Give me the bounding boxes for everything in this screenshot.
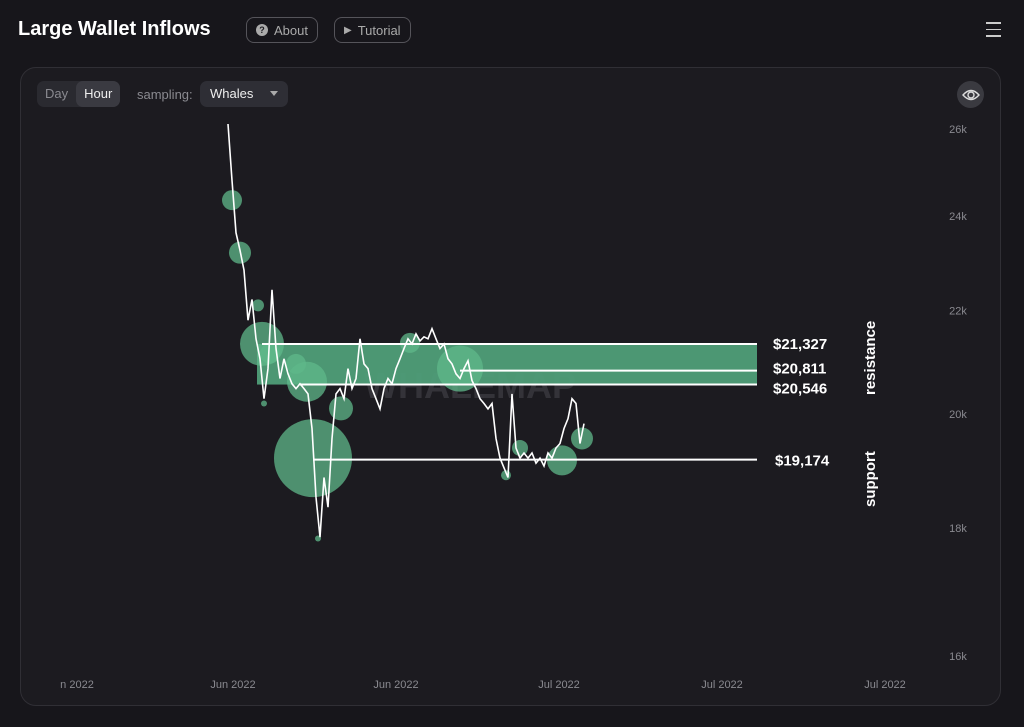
tutorial-button[interactable]: ▶ Tutorial — [334, 17, 411, 43]
inflow-bubble — [260, 343, 280, 364]
y-tick-label: 24k — [949, 211, 967, 223]
resistance-level-label: $21,327 — [773, 336, 827, 353]
y-tick-label: 26k — [949, 124, 967, 136]
chart-panel — [20, 67, 1001, 706]
inflow-bubble — [261, 400, 267, 407]
inflow-bubble — [252, 299, 264, 312]
y-tick-label: 18k — [949, 523, 967, 535]
resistance-level-label: $20,546 — [773, 381, 827, 398]
hamburger-menu-button[interactable] — [986, 22, 1001, 42]
about-button[interactable]: ? About — [246, 17, 318, 43]
inflow-bubble — [329, 396, 353, 421]
sampling-select[interactable]: Whales — [200, 81, 288, 107]
resolution-day[interactable]: Day — [45, 86, 69, 101]
x-tick-label: Jul 2022 — [864, 679, 906, 691]
resistance-label: resistance — [862, 321, 879, 395]
inflow-bubble — [512, 439, 528, 456]
inflow-bubble — [222, 190, 242, 211]
chevron-down-icon — [270, 91, 278, 96]
y-tick-label: 16k — [949, 651, 967, 663]
inflow-bubble — [287, 361, 327, 402]
x-tick-label: Jun 2022 — [210, 679, 255, 691]
eye-icon — [961, 89, 980, 100]
about-label: About — [274, 22, 308, 38]
x-tick-label: Jun 2022 — [373, 679, 418, 691]
resolution-toggle: Day Hour — [37, 81, 121, 107]
support-label: support — [862, 451, 879, 507]
sampling-value: Whales — [210, 86, 254, 101]
support-level-label: $19,174 — [775, 453, 830, 470]
resistance-level-label: $20,811 — [773, 361, 826, 378]
x-tick-label: Jul 2022 — [538, 679, 580, 691]
resolution-hour[interactable]: Hour — [76, 81, 121, 107]
inflow-bubble — [571, 427, 593, 450]
play-icon: ▶ — [344, 24, 352, 36]
x-tick-label: Jul 2022 — [701, 679, 743, 691]
x-tick-label: n 2022 — [60, 679, 94, 691]
visibility-toggle-button[interactable] — [957, 81, 984, 108]
question-circle-icon: ? — [256, 24, 268, 36]
page-title: Large Wallet Inflows — [18, 18, 211, 40]
tutorial-label: Tutorial — [357, 22, 401, 38]
sampling-label: sampling: — [137, 87, 193, 102]
y-tick-label: 22k — [949, 305, 967, 317]
resistance-band — [257, 344, 757, 385]
y-tick-label: 20k — [949, 409, 967, 421]
